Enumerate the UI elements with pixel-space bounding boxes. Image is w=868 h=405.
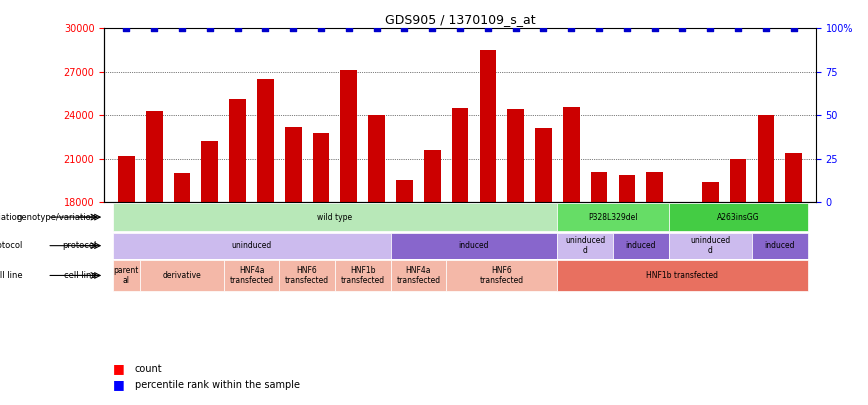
Point (453, 25, 467, 32)
FancyBboxPatch shape (113, 260, 141, 291)
Text: HNF1b
transfected: HNF1b transfected (340, 266, 385, 285)
Point (703, 25, 717, 32)
FancyBboxPatch shape (113, 232, 391, 259)
Text: cell line: cell line (64, 271, 97, 280)
Bar (591, 172, 608, 405)
Point (203, 25, 217, 32)
Bar (702, 182, 719, 405)
Bar (730, 159, 746, 405)
Text: uninduced: uninduced (232, 241, 272, 250)
FancyBboxPatch shape (335, 260, 391, 291)
Bar (257, 79, 273, 405)
FancyBboxPatch shape (752, 232, 807, 259)
Bar (229, 99, 246, 405)
Point (425, 25, 439, 32)
Point (175, 25, 189, 32)
Point (786, 25, 800, 32)
Bar (201, 141, 218, 405)
Bar (563, 107, 580, 405)
Text: A263insGG: A263insGG (717, 213, 760, 222)
Text: HNF4a
transfected: HNF4a transfected (229, 266, 273, 285)
Bar (479, 50, 496, 405)
Point (592, 25, 606, 32)
Point (648, 25, 661, 32)
Bar (285, 127, 301, 405)
Point (314, 25, 328, 32)
FancyBboxPatch shape (446, 260, 557, 291)
Bar (786, 153, 802, 405)
FancyBboxPatch shape (224, 260, 279, 291)
Point (675, 25, 689, 32)
Point (370, 25, 384, 32)
Point (148, 25, 161, 32)
Bar (118, 156, 135, 405)
FancyBboxPatch shape (557, 232, 613, 259)
Point (286, 25, 300, 32)
FancyBboxPatch shape (557, 203, 668, 231)
FancyBboxPatch shape (113, 203, 557, 231)
Bar (451, 108, 469, 405)
Bar (758, 115, 774, 405)
Text: induced: induced (626, 241, 656, 250)
Point (481, 25, 495, 32)
Text: ■: ■ (113, 378, 125, 391)
FancyBboxPatch shape (557, 260, 807, 291)
Text: uninduced
d: uninduced d (690, 236, 730, 256)
Bar (340, 70, 357, 405)
Bar (619, 175, 635, 405)
Bar (146, 111, 162, 405)
Text: uninduced
d: uninduced d (565, 236, 605, 256)
Text: HNF6
transfected: HNF6 transfected (480, 266, 523, 285)
Point (536, 25, 550, 32)
FancyBboxPatch shape (391, 260, 446, 291)
Text: genotype/variation: genotype/variation (16, 213, 97, 222)
Text: HNF1b transfected: HNF1b transfected (647, 271, 719, 280)
Bar (647, 172, 663, 405)
Text: derivative: derivative (162, 271, 201, 280)
Text: induced: induced (458, 241, 490, 250)
Bar (368, 115, 385, 405)
Text: cell line: cell line (0, 271, 23, 280)
Text: percentile rank within the sample: percentile rank within the sample (135, 380, 299, 390)
Text: HNF6
transfected: HNF6 transfected (285, 266, 329, 285)
FancyBboxPatch shape (141, 260, 224, 291)
Point (120, 25, 134, 32)
Bar (312, 133, 329, 405)
FancyBboxPatch shape (279, 260, 335, 291)
Text: genotype/variation: genotype/variation (0, 213, 23, 222)
Text: ■: ■ (113, 362, 125, 375)
Text: induced: induced (765, 241, 795, 250)
Point (231, 25, 245, 32)
Bar (507, 109, 524, 405)
Text: HNF4a
transfected: HNF4a transfected (397, 266, 440, 285)
Point (342, 25, 356, 32)
Bar (535, 128, 552, 405)
FancyBboxPatch shape (391, 232, 557, 259)
Text: protocol: protocol (62, 241, 97, 250)
Point (731, 25, 745, 32)
Text: wild type: wild type (318, 213, 352, 222)
Text: parent
al: parent al (114, 266, 139, 285)
FancyBboxPatch shape (668, 232, 752, 259)
Text: P328L329del: P328L329del (589, 213, 638, 222)
Point (398, 25, 411, 32)
Bar (674, 205, 691, 405)
Title: GDS905 / 1370109_s_at: GDS905 / 1370109_s_at (385, 13, 536, 26)
Bar (424, 150, 441, 405)
FancyBboxPatch shape (668, 203, 807, 231)
Point (564, 25, 578, 32)
Point (759, 25, 773, 32)
Point (259, 25, 273, 32)
Bar (396, 181, 413, 405)
FancyBboxPatch shape (613, 232, 668, 259)
Point (509, 25, 523, 32)
Text: count: count (135, 364, 162, 373)
Bar (174, 173, 190, 405)
Text: protocol: protocol (0, 241, 23, 250)
Point (620, 25, 634, 32)
